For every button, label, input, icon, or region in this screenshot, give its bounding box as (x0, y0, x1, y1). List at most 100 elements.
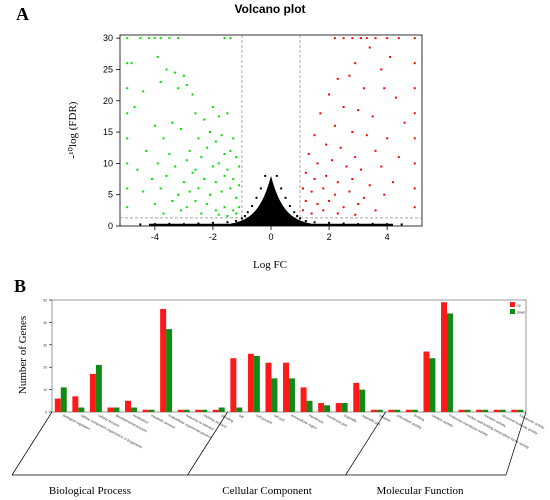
volcano-point (316, 162, 319, 165)
volcano-point (325, 143, 328, 146)
volcano-point (194, 168, 197, 171)
volcano-point (354, 62, 357, 65)
volcano-point (301, 209, 304, 212)
volcano-point (397, 37, 400, 40)
volcano-point (351, 131, 354, 134)
volcano-point (354, 156, 357, 159)
volcano-point (188, 190, 191, 193)
volcano-point (145, 149, 148, 152)
category-label: organelle part (361, 413, 381, 426)
volcano-point (126, 187, 129, 190)
category-label: nucleic acid binding transcription facto… (466, 413, 530, 449)
bar-y-tick-label: 0 (45, 411, 47, 415)
volcano-point (214, 181, 217, 184)
volcano-point (200, 156, 203, 159)
volcano-point (126, 162, 129, 165)
bar-down (78, 407, 85, 412)
volcano-point (386, 37, 389, 40)
x-tick-label: 4 (385, 232, 390, 242)
volcano-point (413, 187, 416, 190)
volcano-point (342, 37, 345, 40)
volcano-point (310, 190, 313, 193)
volcano-point (290, 220, 293, 223)
volcano-point (229, 187, 232, 190)
volcano-point (153, 37, 156, 40)
volcano-point (342, 206, 345, 209)
bar-y-tick-label: 20 (43, 366, 47, 370)
volcano-point (284, 196, 287, 199)
volcano-point (177, 37, 180, 40)
bar-up (405, 409, 412, 412)
bar-up (72, 396, 79, 412)
bar-y-tick-label: 10 (43, 388, 47, 392)
volcano-point (380, 68, 383, 71)
y-tick-label: 30 (103, 33, 113, 43)
volcano-point (229, 149, 232, 152)
volcano-point (313, 178, 316, 181)
volcano-point (229, 37, 232, 40)
volcano-plot: -4 -2 0 2 4 0 5 10 15 20 25 30 (103, 33, 423, 242)
volcano-point (313, 134, 316, 137)
volcano-point (374, 209, 377, 212)
volcano-point (413, 137, 416, 140)
bar-y-tick-label: 50 (43, 299, 47, 303)
category-label: cell (238, 413, 245, 419)
y-tick-label: 20 (103, 96, 113, 106)
volcano-point (168, 37, 171, 40)
volcano-point (371, 222, 374, 225)
bar-up (388, 409, 395, 412)
volcano-point (182, 223, 185, 226)
volcano-point (287, 217, 290, 220)
volcano-point (383, 87, 386, 90)
bar-down (499, 409, 506, 412)
volcano-point (185, 206, 188, 209)
volcano-point (304, 219, 307, 222)
volcano-point (288, 204, 291, 207)
bar-down (376, 409, 383, 412)
bar-down (517, 409, 524, 412)
volcano-point (397, 156, 400, 159)
volcano-point (403, 121, 406, 124)
volcano-point (365, 37, 368, 40)
volcano-point (360, 168, 363, 171)
volcano-point (249, 220, 252, 223)
volcano-point (336, 212, 339, 215)
volcano-point (217, 162, 220, 165)
volcano-point (223, 152, 226, 155)
volcano-point (159, 187, 162, 190)
volcano-point (136, 168, 139, 171)
volcano-point (139, 223, 142, 226)
bar-up (265, 362, 272, 412)
bar-down (482, 409, 489, 412)
y-tick-label: 15 (103, 127, 113, 137)
y-tick-label: 0 (108, 221, 113, 231)
volcano-point (171, 121, 174, 124)
volcano-point (168, 152, 171, 155)
volcano-point (342, 106, 345, 109)
legend-label-up: up (517, 304, 521, 308)
volcano-point (386, 223, 389, 226)
volcano-point (159, 37, 162, 40)
volcano-point (142, 90, 145, 93)
volcano-point (238, 165, 241, 168)
volcano-point (348, 74, 351, 77)
volcano-point (162, 137, 165, 140)
volcano-point (251, 204, 254, 207)
volcano-point (330, 159, 333, 162)
volcano-point (322, 209, 325, 212)
volcano-point (153, 203, 156, 206)
bar-down (60, 387, 67, 412)
panel-b-label: B (14, 276, 26, 296)
volcano-point (362, 87, 365, 90)
bar-up (160, 308, 167, 412)
volcano-point (194, 112, 197, 115)
bar-down (113, 407, 120, 412)
volcano-point (226, 168, 229, 171)
bar-ylabel: Number of Genes (17, 316, 29, 394)
bar-up (318, 403, 325, 412)
volcano-point (368, 184, 371, 187)
volcano-point (238, 206, 241, 209)
bar-down (447, 313, 453, 412)
bar-up (125, 400, 131, 412)
